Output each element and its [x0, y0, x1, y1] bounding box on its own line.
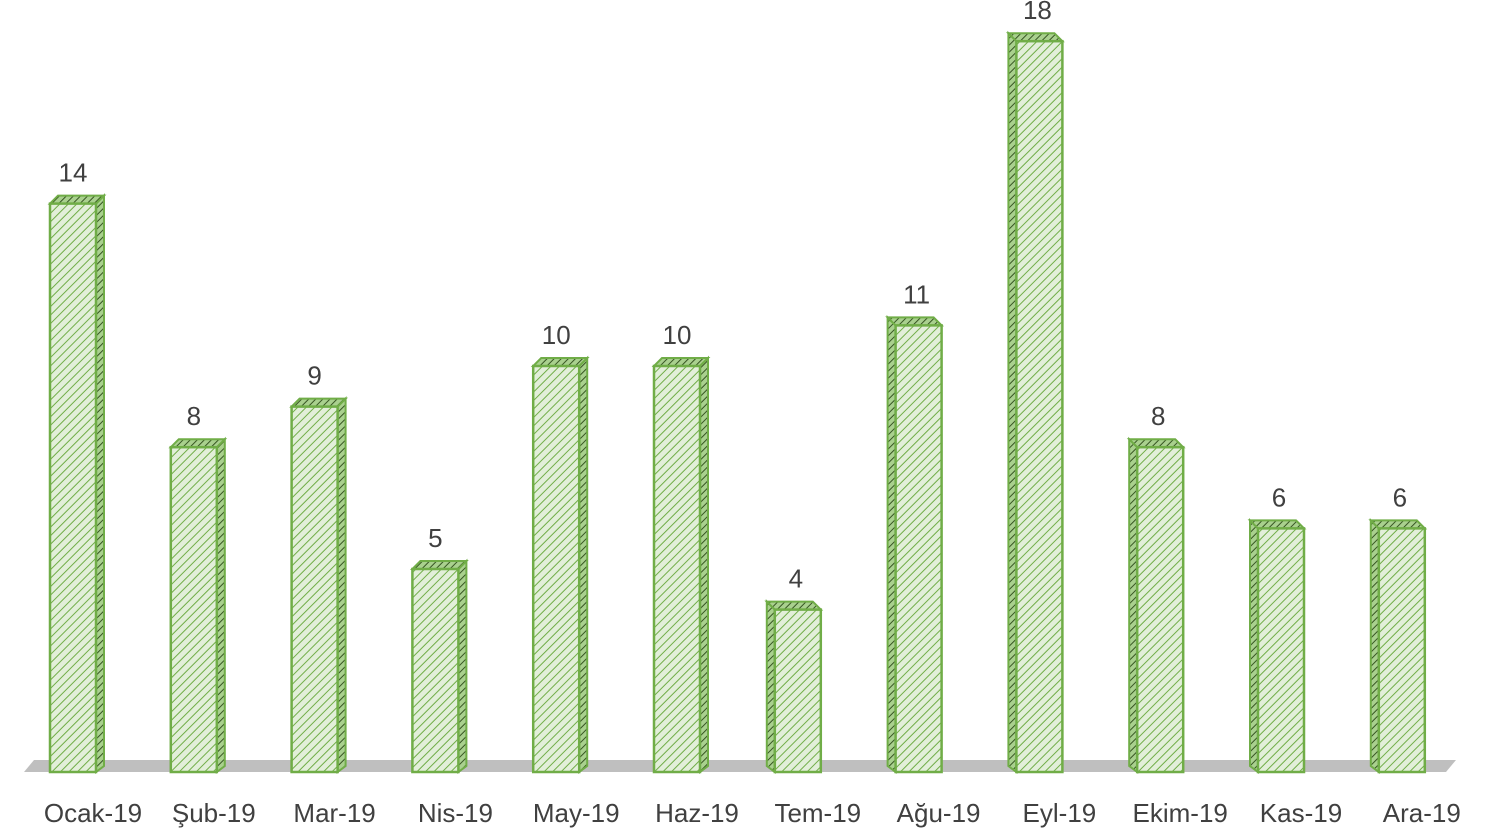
data-label: 9 [307, 361, 321, 391]
bar-front [652, 364, 702, 774]
bar [1368, 517, 1428, 774]
bar [530, 355, 590, 774]
bar [168, 436, 228, 774]
bar-front [894, 324, 943, 774]
bar-front [773, 608, 823, 774]
bar [409, 558, 469, 774]
x-tick-label: Ara-19 [1383, 798, 1461, 828]
bar [1126, 436, 1186, 774]
bar-front [411, 567, 460, 774]
bar [1005, 30, 1065, 774]
data-label: 11 [903, 279, 930, 309]
bar [289, 396, 349, 774]
data-label: 6 [1393, 482, 1407, 512]
bar-front [290, 405, 339, 774]
value-labels-group: 14 8 9 5 10 10 4 11 18 8 6 6 [59, 0, 1407, 594]
bar [885, 314, 945, 774]
data-label: 14 [59, 158, 88, 188]
category-labels-group: Ocak-19 Şub-19 Mar-19 Nis-19 May-19 Haz-19 Tem… [44, 798, 1461, 828]
bar [651, 355, 711, 774]
x-tick-label: Eyl-19 [1023, 798, 1097, 828]
bar-front [169, 445, 219, 774]
data-label: 10 [663, 320, 692, 350]
data-label: 10 [542, 320, 571, 350]
data-label: 4 [789, 564, 803, 594]
x-tick-label: Kas-19 [1260, 798, 1342, 828]
data-label: 8 [1151, 401, 1165, 431]
bar [1247, 517, 1307, 774]
bar-front [531, 364, 581, 774]
data-label: 5 [428, 523, 442, 553]
x-tick-label: Tem-19 [774, 798, 861, 828]
bar-front [1256, 527, 1306, 774]
chart-floor [24, 760, 1456, 772]
data-label: 8 [187, 401, 201, 431]
bars-group [47, 30, 1428, 774]
x-tick-label: May-19 [533, 798, 620, 828]
x-tick-label: Nis-19 [418, 798, 493, 828]
bar [47, 193, 107, 774]
bar-front [1377, 527, 1427, 774]
bar-front [1015, 39, 1064, 774]
bar-front [1135, 445, 1185, 774]
data-label: 6 [1272, 482, 1286, 512]
x-tick-label: Mar-19 [293, 798, 375, 828]
bar [764, 599, 824, 774]
x-tick-label: Ocak-19 [44, 798, 142, 828]
data-label: 18 [1023, 0, 1052, 25]
x-tick-label: Ağu-19 [897, 798, 981, 828]
bar-front [48, 202, 98, 774]
x-tick-label: Haz-19 [655, 798, 739, 828]
x-tick-label: Ekim-19 [1133, 798, 1228, 828]
x-tick-label: Şub-19 [172, 798, 256, 828]
